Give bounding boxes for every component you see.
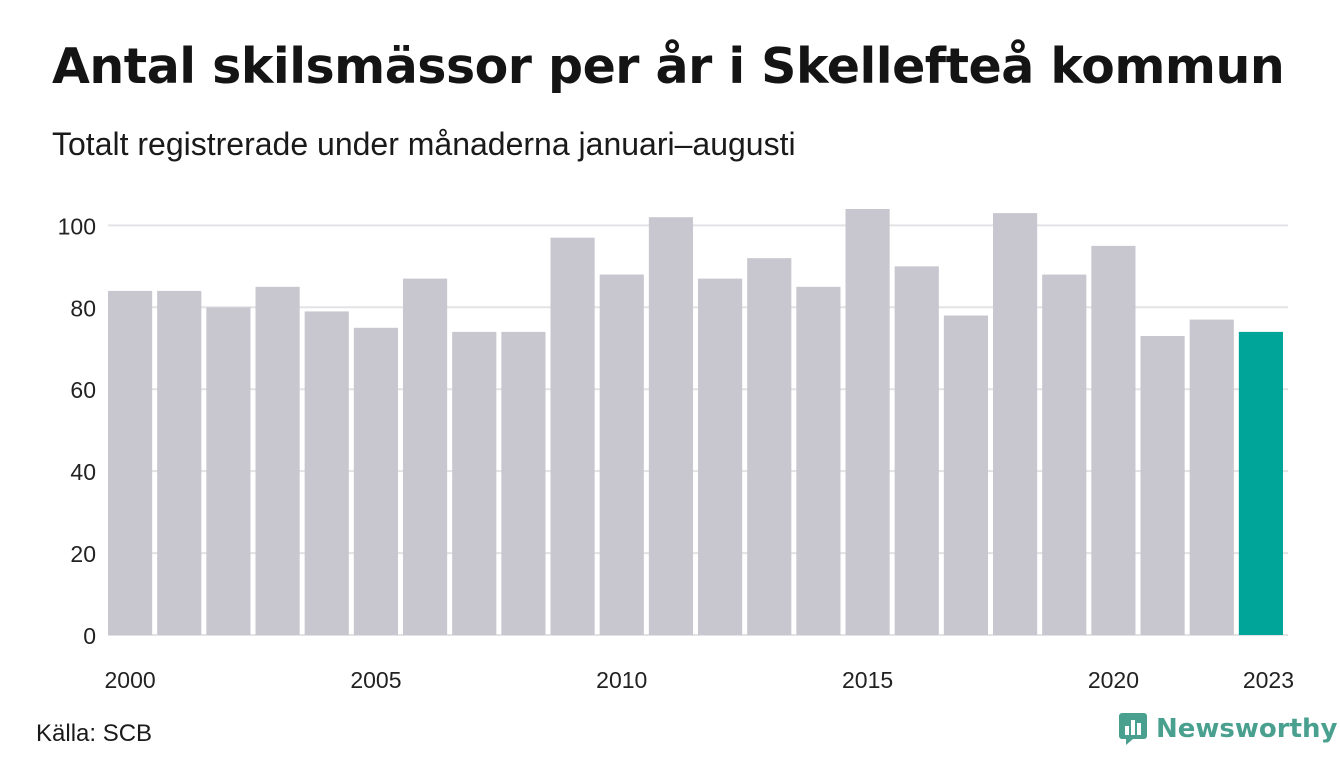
bar bbox=[1238, 331, 1283, 635]
bar-chart: 0 20 40 60 80 100 2000 2005 2010 2015 2020 2023 bbox=[58, 209, 1294, 693]
bar bbox=[698, 278, 743, 635]
y-tick-label: 60 bbox=[70, 377, 96, 403]
chart-title: Antal skilsmässor per år i Skellefteå ko… bbox=[52, 38, 1285, 95]
bar bbox=[796, 286, 841, 635]
bar bbox=[157, 290, 202, 635]
y-tick-label: 20 bbox=[70, 541, 96, 567]
bar bbox=[845, 209, 890, 635]
newsworthy-logo-icon bbox=[1119, 713, 1147, 745]
bar bbox=[943, 315, 988, 635]
bar bbox=[747, 258, 792, 635]
bar bbox=[993, 213, 1038, 635]
x-tick-label: 2005 bbox=[350, 667, 401, 693]
bar bbox=[550, 237, 595, 635]
x-tick-label: 2015 bbox=[842, 667, 893, 693]
newsworthy-logo: Newsworthy bbox=[1118, 712, 1337, 746]
bar bbox=[648, 217, 693, 635]
bar bbox=[1140, 335, 1185, 635]
x-tick-label: 2023 bbox=[1243, 667, 1294, 693]
x-tick-label: 2000 bbox=[104, 667, 155, 693]
bar bbox=[1189, 319, 1234, 635]
bar bbox=[206, 307, 251, 635]
bar bbox=[255, 286, 300, 635]
chart-subtitle: Totalt registrerade under månaderna janu… bbox=[52, 126, 796, 162]
y-tick-label: 80 bbox=[70, 295, 96, 321]
bar bbox=[403, 278, 448, 635]
y-tick-label: 0 bbox=[83, 623, 96, 649]
y-tick-label: 40 bbox=[70, 459, 96, 485]
brand-name: Newsworthy bbox=[1156, 714, 1338, 744]
bar bbox=[304, 311, 349, 635]
bar bbox=[599, 274, 644, 635]
bar bbox=[108, 290, 153, 635]
bar bbox=[353, 327, 398, 635]
bar bbox=[452, 331, 497, 635]
y-tick-label: 100 bbox=[58, 213, 96, 239]
bar bbox=[1042, 274, 1087, 635]
bar bbox=[1091, 245, 1136, 635]
x-tick-label: 2010 bbox=[596, 667, 647, 693]
source-note: Källa: SCB bbox=[36, 720, 153, 747]
bar bbox=[894, 266, 939, 635]
bar bbox=[501, 331, 546, 635]
x-tick-label: 2020 bbox=[1088, 667, 1139, 693]
